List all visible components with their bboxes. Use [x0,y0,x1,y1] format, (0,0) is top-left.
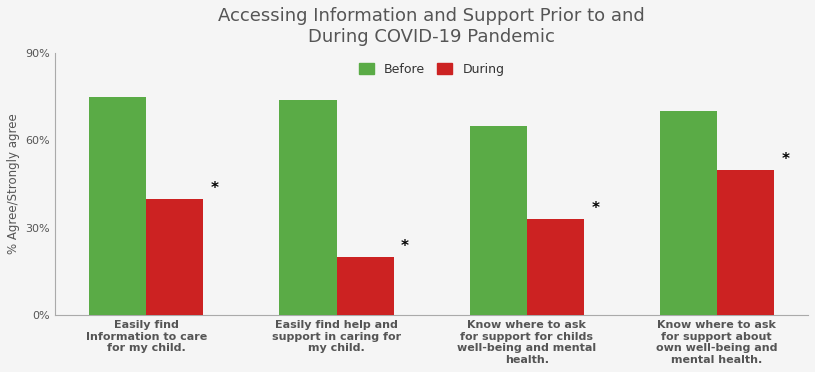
Bar [469,126,526,315]
Title: Accessing Information and Support Prior to and
During COVID-19 Pandemic: Accessing Information and Support Prior … [218,7,645,46]
Legend: Before, During: Before, During [355,59,508,80]
Text: *: * [782,152,790,167]
Bar [526,219,584,315]
Text: *: * [592,201,599,216]
Bar [716,170,773,315]
Bar [337,257,394,315]
Text: *: * [401,239,409,254]
Bar [280,100,337,315]
Text: *: * [211,181,219,196]
Y-axis label: % Agree/Strongly agree: % Agree/Strongly agree [7,114,20,254]
Bar [147,199,204,315]
Bar [90,97,147,315]
Bar [660,111,716,315]
